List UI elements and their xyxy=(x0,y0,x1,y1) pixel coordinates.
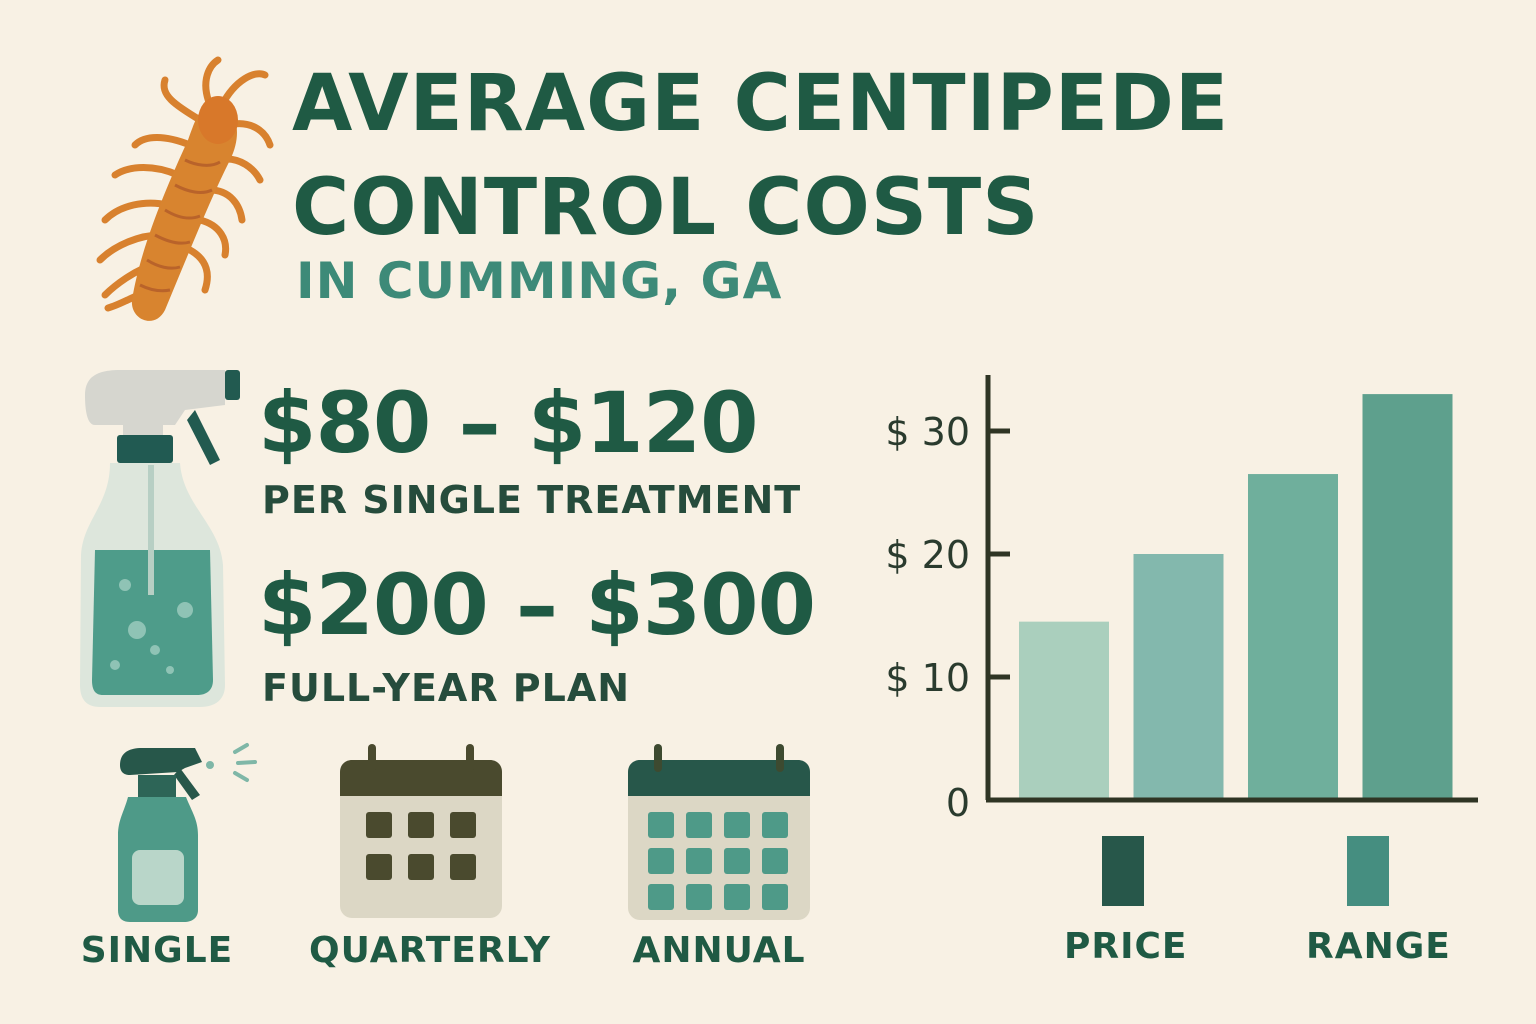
title-line-1: AVERAGE CENTIPEDE xyxy=(292,59,1230,149)
page-subtitle: IN CUMMING, GA xyxy=(296,252,783,310)
title-line-2: CONTROL COSTS xyxy=(292,163,1040,253)
full-year-price: $200 – $300 xyxy=(258,556,816,654)
plan-label-single: SINGLE xyxy=(80,930,234,971)
y-tick-label: $ 10 xyxy=(885,656,970,700)
plan-label-annual: ANNUAL xyxy=(632,930,806,971)
spray-bottle-icon xyxy=(80,370,240,707)
legend-label-range: RANGE xyxy=(1306,926,1451,967)
chart-bar-2 xyxy=(1133,554,1224,800)
calendar-icon xyxy=(628,744,810,920)
spray-bottle-icon xyxy=(118,743,257,922)
legend-swatch-range xyxy=(1347,836,1389,906)
y-tick-label: 0 xyxy=(946,781,970,825)
calendar-icon xyxy=(340,744,502,918)
legend-swatch-price xyxy=(1102,836,1144,906)
chart-bar-4 xyxy=(1362,394,1453,800)
chart-bar-1 xyxy=(1019,621,1109,800)
plan-label-quarterly: QUARTERLY xyxy=(309,930,551,971)
single-treatment-price: $80 – $120 xyxy=(258,374,759,472)
full-year-label: FULL-YEAR PLAN xyxy=(262,666,631,710)
legend-label-price: PRICE xyxy=(1064,926,1188,967)
page-title: AVERAGE CENTIPEDE CONTROL COSTS xyxy=(292,52,1229,260)
y-tick-label: $ 30 xyxy=(885,410,970,454)
single-treatment-label: PER SINGLE TREATMENT xyxy=(262,478,802,522)
centipede-icon xyxy=(96,56,274,321)
y-tick-label: $ 20 xyxy=(885,533,970,577)
chart-bar-3 xyxy=(1248,474,1338,800)
